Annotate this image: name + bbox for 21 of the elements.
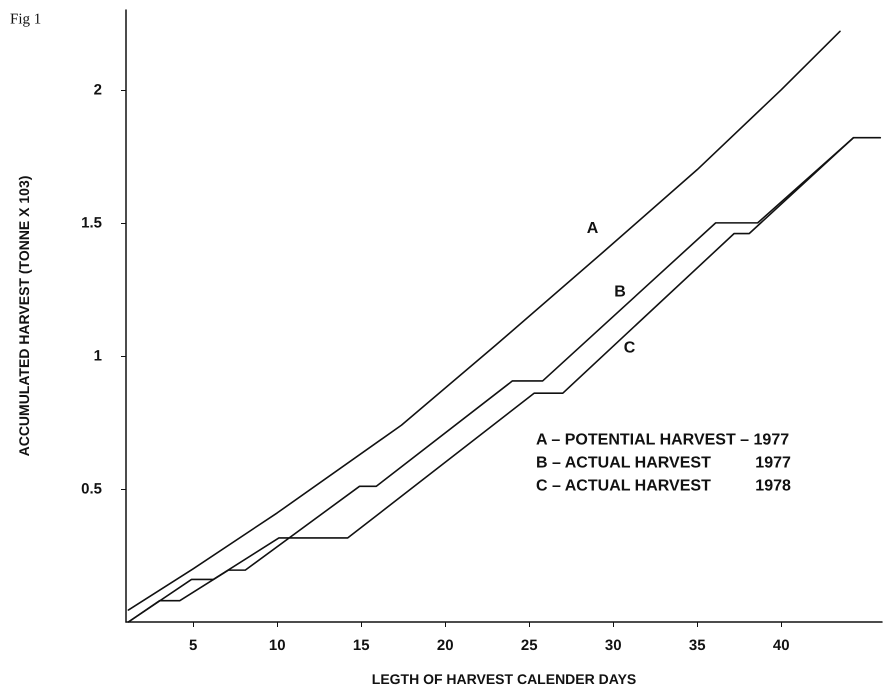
y-tick-label: 0.5 — [81, 480, 102, 498]
series-label: B — [614, 283, 626, 300]
x-tick-label: 25 — [520, 637, 538, 654]
series-label: C — [624, 339, 636, 356]
x-tick-label: 20 — [436, 637, 454, 654]
x-tick-label: 10 — [268, 637, 286, 654]
y-axis-title: ACCUMULATED HARVEST (TONNE X 103) — [16, 176, 32, 456]
y-tick-label: 1.5 — [81, 214, 102, 232]
x-tick-label: 35 — [688, 637, 706, 654]
series-label: A — [586, 220, 599, 237]
x-tick-label: 15 — [352, 637, 370, 654]
caption: Fig 1 — [10, 12, 42, 28]
x-tick-label: 5 — [189, 637, 198, 654]
annotation: A – POTENTIAL HARVEST – 1977 — [536, 432, 790, 448]
y-tick-label: 2 — [94, 81, 102, 98]
x-tick-label: 40 — [772, 637, 790, 654]
annotation: B – ACTUAL HARVEST 1977 — [536, 454, 791, 472]
annotation: C – ACTUAL HARVEST 1978 — [536, 478, 791, 494]
x-tick-label: 30 — [604, 637, 622, 654]
y-tick-label: 1 — [94, 347, 102, 364]
x-axis-title: LEGTH OF HARVEST CALENDER DAYS — [372, 671, 636, 687]
